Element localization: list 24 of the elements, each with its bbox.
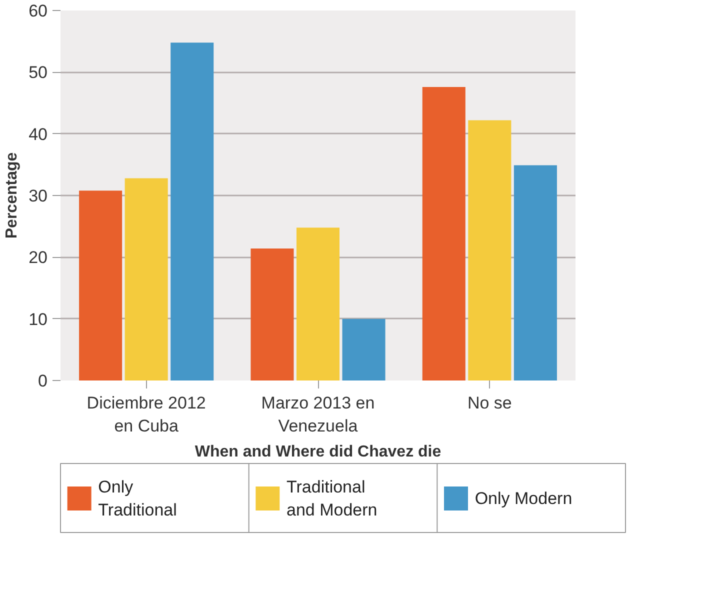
y-tick-label: 0 [38, 372, 48, 390]
bar [422, 86, 466, 380]
bar [79, 190, 122, 380]
y-tick-label: 60 [28, 2, 48, 20]
legend-label: Traditional and Modern [286, 478, 378, 520]
y-axis-title: Percentage [4, 152, 21, 239]
y-tick-label: 40 [28, 124, 48, 144]
y-tick-label: 10 [28, 310, 48, 329]
bar [468, 120, 512, 380]
x-axis-title: When and Where did Chavez die [194, 443, 442, 460]
bar [124, 178, 168, 380]
legend-label: Only Traditional [98, 478, 177, 520]
x-tick-label: Diciembre 2012 en Cuba [86, 394, 206, 436]
bar [514, 165, 557, 380]
bar [296, 228, 340, 380]
legend-label: Only Modern [474, 489, 572, 508]
x-tick-label: Marzo 2013 en Venezuela [261, 394, 375, 436]
x-tick-label: No se [467, 394, 512, 412]
y-tick-label: 30 [28, 186, 48, 206]
y-tick-label: 20 [28, 248, 48, 268]
bar [342, 318, 386, 380]
bar [170, 42, 214, 380]
y-tick-label: 50 [28, 63, 48, 82]
bar [250, 248, 294, 380]
